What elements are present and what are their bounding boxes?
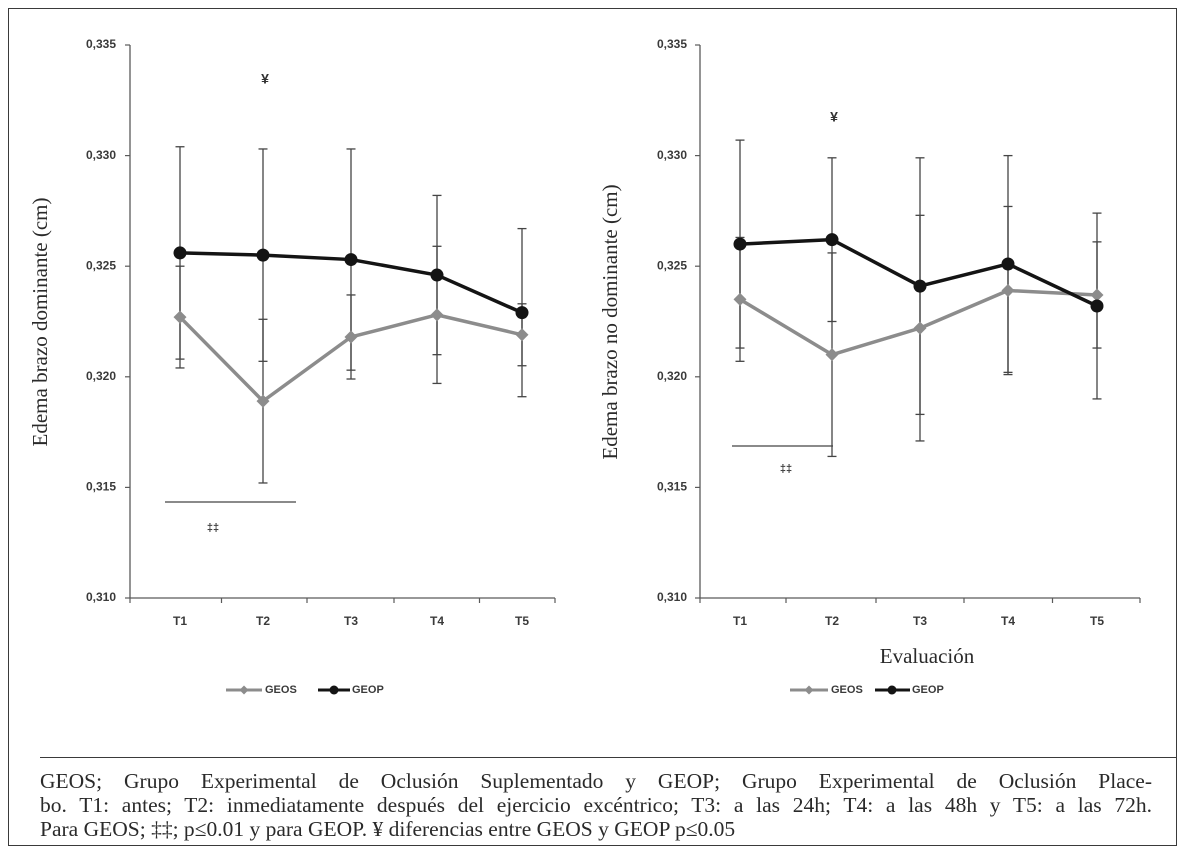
x-tick-label: T2 (825, 614, 839, 628)
legend-label: GEOS (265, 684, 297, 696)
legend: GEOS GEOP (226, 684, 384, 696)
figure-caption: GEOS; Grupo Experimental de Oclusión Sup… (40, 769, 1152, 841)
legend: GEOS GEOP (790, 684, 944, 696)
y-axis-title: Edema brazo dominante (cm) (28, 198, 52, 447)
legend-label: GEOP (352, 684, 384, 696)
data-point-geos (1090, 288, 1104, 302)
annotation-double-dagger: ‡‡ (780, 463, 792, 475)
caption-line-2: bo. T1: antes; T2: inmediatamente despué… (40, 793, 1152, 817)
legend-label: GEOS (831, 684, 863, 696)
y-axis-title: Edema brazo no dominante (cm) (598, 184, 622, 459)
y-tick-label: 0,325 (657, 258, 687, 272)
y-tick-label: 0,315 (86, 480, 116, 494)
data-point-geos (913, 321, 927, 335)
figure-frame (8, 8, 1177, 846)
data-point-geop (1090, 299, 1104, 313)
legend-item-geos: GEOS (226, 684, 297, 696)
data-point-geos (733, 292, 747, 306)
x-tick-label: T2 (256, 614, 270, 628)
data-point-geos (430, 308, 444, 322)
legend-item-geop: GEOP (875, 684, 944, 696)
series-line-geop (739, 237, 1098, 308)
chart-edema-brazo-dominante: 0,310 0,315 0,320 0,325 0,330 0,335 T1 T2 T3 T4 T5… (28, 37, 556, 696)
x-tick-label: T4 (430, 614, 444, 628)
data-point-geop (825, 233, 839, 247)
y-tick-label: 0,310 (86, 590, 116, 604)
y-tick-label: 0,320 (86, 369, 116, 383)
y-tick-label: 0,330 (657, 148, 687, 162)
legend-label: GEOP (912, 684, 944, 696)
data-point-geos (173, 310, 187, 324)
chart-edema-brazo-no-dominante: 0,310 0,315 0,320 0,325 0,330 0,335 T1 T2 T3 T4 T5… (598, 37, 1141, 696)
x-tick-label: T3 (913, 614, 927, 628)
legend-swatch-marker (804, 685, 814, 695)
data-point-geos (256, 394, 270, 408)
legend-item-geop: GEOP (318, 684, 384, 696)
data-point-geos (1001, 284, 1015, 298)
legend-swatch-marker (239, 685, 249, 695)
data-point-geos (344, 330, 358, 344)
data-point-geop (173, 246, 187, 260)
y-tick-label: 0,335 (86, 37, 116, 51)
data-point-geop (913, 279, 927, 293)
annotation-double-dagger: ‡‡ (207, 522, 219, 534)
data-point-geos (825, 348, 839, 362)
data-point-geop (430, 268, 444, 282)
annotation-yen: ¥ (830, 109, 838, 125)
legend-swatch-marker (887, 685, 897, 695)
series-line-geos (739, 288, 1098, 357)
caption-line-1: GEOS; Grupo Experimental de Oclusión Sup… (40, 769, 1152, 793)
x-tick-label: T1 (173, 614, 187, 628)
data-point-geop (1001, 257, 1015, 271)
x-tick-label: T5 (515, 614, 529, 628)
legend-swatch-marker (329, 685, 339, 695)
data-point-geop (733, 237, 747, 251)
legend-item-geos: GEOS (790, 684, 863, 696)
caption-separator (40, 757, 1177, 758)
y-tick-label: 0,310 (657, 590, 687, 604)
y-tick-label: 0,315 (657, 480, 687, 494)
x-tick-label: T5 (1090, 614, 1104, 628)
annotation-yen: ¥ (261, 71, 269, 87)
x-axis-title: Evaluación (880, 644, 975, 668)
data-point-geos (515, 328, 529, 342)
data-point-geop (344, 253, 358, 267)
x-tick-label: T1 (733, 614, 747, 628)
x-tick-label: T3 (344, 614, 358, 628)
x-tick-label: T4 (1001, 614, 1015, 628)
y-tick-label: 0,320 (657, 369, 687, 383)
caption-line-3: Para GEOS; ‡‡; p≤0.01 y para GEOP. ¥ dif… (40, 817, 736, 841)
data-point-geop (515, 306, 529, 320)
y-tick-label: 0,325 (86, 258, 116, 272)
y-tick-label: 0,335 (657, 37, 687, 51)
y-tick-label: 0,330 (86, 148, 116, 162)
data-point-geop (256, 248, 270, 262)
